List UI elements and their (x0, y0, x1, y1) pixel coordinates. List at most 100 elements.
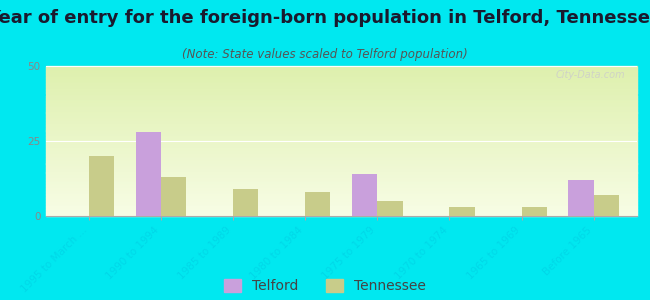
Bar (46, 201, 637, 202)
Bar (46, 150, 637, 152)
Bar (46, 135, 637, 136)
Bar (46, 82, 637, 84)
Bar (46, 147, 637, 148)
Bar (46, 152, 637, 153)
Bar (46, 140, 637, 141)
Bar (306, 192, 330, 216)
Bar (46, 132, 637, 134)
Bar (46, 80, 637, 81)
Text: City-Data.com: City-Data.com (556, 70, 625, 80)
Bar (46, 124, 637, 126)
Bar (46, 144, 637, 146)
Bar (593, 195, 619, 216)
Bar (46, 126, 637, 128)
Bar (46, 68, 637, 69)
Bar (46, 134, 637, 135)
Bar (46, 186, 637, 188)
Bar (46, 188, 637, 189)
Bar (46, 206, 637, 207)
Bar (46, 182, 637, 183)
Bar (46, 202, 637, 204)
Bar (46, 198, 637, 200)
Bar (46, 93, 637, 94)
Bar (46, 117, 637, 118)
Text: (Note: State values scaled to Telford population): (Note: State values scaled to Telford po… (182, 48, 468, 61)
Bar (46, 184, 637, 186)
Bar (46, 130, 637, 132)
Bar (46, 214, 637, 216)
Bar (46, 174, 637, 176)
Bar (46, 128, 637, 129)
Bar (377, 201, 402, 216)
Bar (46, 141, 637, 142)
Bar (46, 88, 637, 90)
Bar (46, 146, 637, 147)
Bar (46, 136, 637, 138)
Bar (46, 78, 637, 80)
Bar (46, 165, 637, 166)
Bar (46, 138, 637, 140)
Bar (46, 123, 637, 124)
Bar (46, 98, 637, 99)
Bar (46, 180, 637, 182)
Bar (46, 200, 637, 201)
Bar (46, 156, 637, 158)
Bar (46, 102, 637, 104)
Bar (46, 94, 637, 96)
Legend: Telford, Tennessee: Telford, Tennessee (224, 279, 426, 293)
Bar (46, 212, 637, 213)
Bar (46, 207, 637, 208)
Bar (46, 120, 637, 122)
Bar (46, 154, 637, 156)
Bar (46, 116, 637, 117)
Bar (46, 105, 637, 106)
Bar (46, 74, 637, 75)
Bar (46, 70, 637, 72)
Bar (46, 103, 637, 105)
Bar (233, 189, 258, 216)
Bar (46, 72, 637, 74)
Bar (46, 118, 637, 120)
Bar (46, 196, 637, 198)
Bar (46, 66, 637, 68)
Bar (46, 213, 637, 214)
Bar (46, 160, 637, 162)
Text: Year of entry for the foreign-born population in Telford, Tennessee: Year of entry for the foreign-born popul… (0, 9, 650, 27)
Bar (46, 81, 637, 82)
Bar (46, 177, 637, 178)
Bar (46, 87, 637, 88)
Bar (46, 99, 637, 100)
Bar (46, 100, 637, 102)
Bar (46, 122, 637, 123)
Bar (46, 168, 637, 170)
Bar (46, 192, 637, 194)
Bar (46, 159, 637, 160)
Bar (46, 84, 637, 86)
Bar (46, 142, 637, 144)
Bar (161, 177, 186, 216)
Bar (46, 167, 637, 168)
Bar (46, 106, 637, 108)
Bar (46, 110, 637, 111)
Bar (46, 92, 637, 93)
Bar (521, 207, 547, 216)
Bar (46, 183, 637, 184)
Bar (46, 210, 637, 212)
Bar (46, 171, 637, 172)
Bar (46, 189, 637, 190)
Bar (46, 114, 637, 116)
Bar (46, 69, 637, 70)
Bar (46, 96, 637, 98)
Bar (46, 176, 637, 177)
Bar (46, 172, 637, 174)
Bar (46, 148, 637, 150)
Bar (89, 156, 114, 216)
Bar (46, 204, 637, 206)
Bar (46, 162, 637, 164)
Bar (46, 108, 637, 110)
Bar (46, 75, 637, 76)
Bar (46, 85, 637, 87)
Bar (46, 111, 637, 112)
Bar (46, 76, 637, 78)
Bar (46, 153, 637, 154)
